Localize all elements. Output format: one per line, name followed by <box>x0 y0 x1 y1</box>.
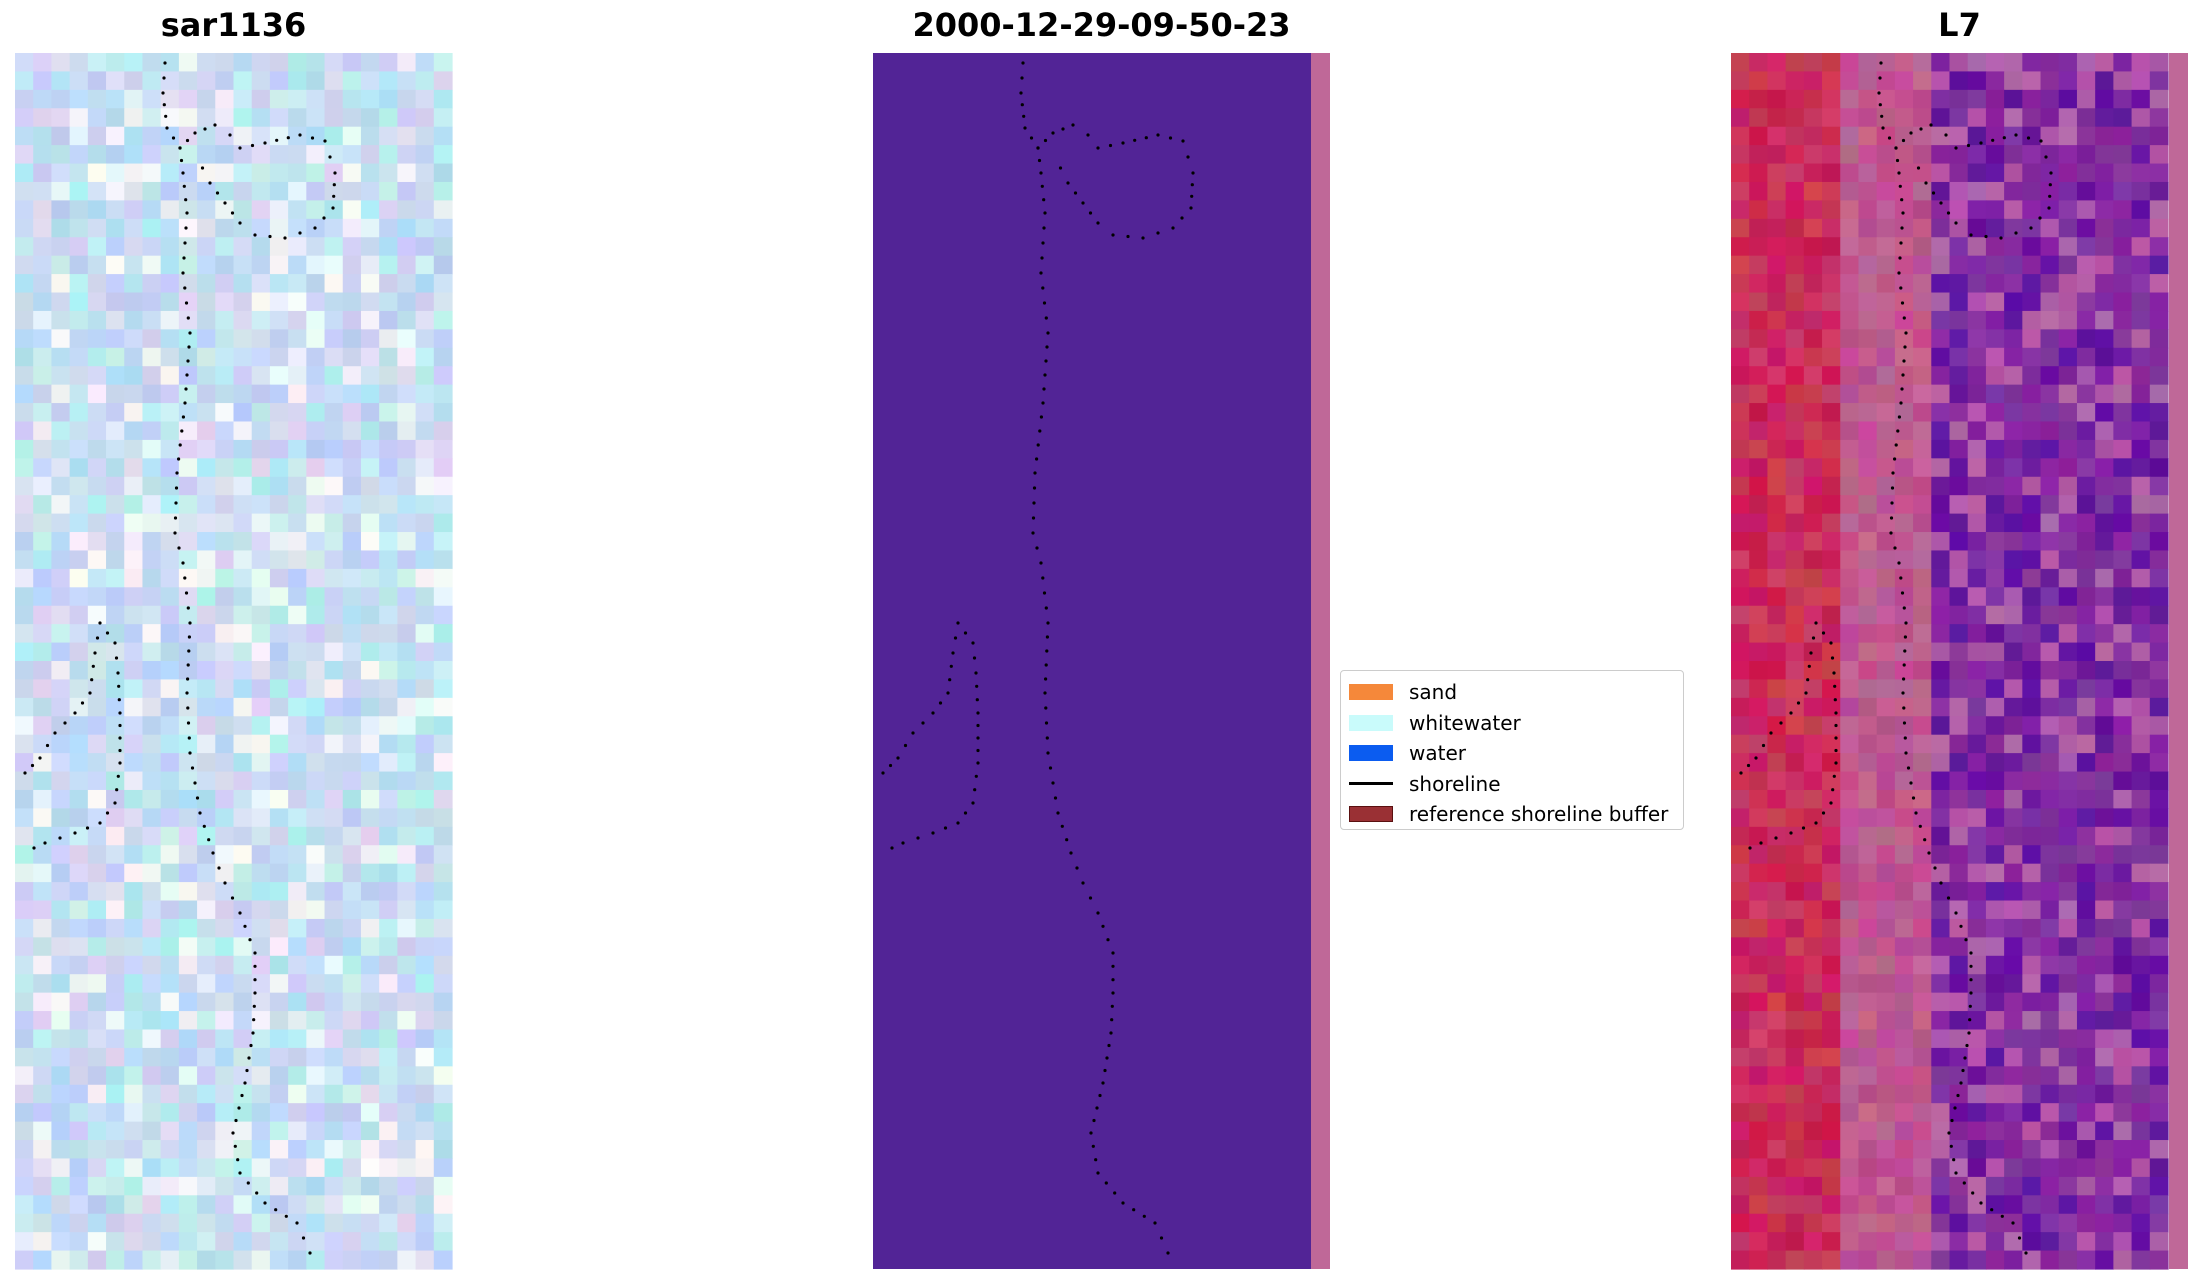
rgb-image-panel <box>15 53 453 1270</box>
l7-edge-strip <box>2169 53 2188 1269</box>
reference-buffer-swatch <box>1349 806 1393 823</box>
l7-image <box>1731 53 2169 1270</box>
classification-image <box>873 53 1311 1269</box>
panel-title-l7: L7 <box>1938 6 1981 44</box>
legend-label: sand <box>1409 680 1458 705</box>
legend-item: water <box>1349 738 1675 769</box>
shoreline-dots <box>881 61 1195 1255</box>
panel-title-classification: 2000-12-29-09-50-23 <box>912 6 1291 44</box>
panel-title-rgb: sar1136 <box>160 6 307 44</box>
legend-label: reference shoreline buffer <box>1409 802 1669 827</box>
legend-item: whitewater <box>1349 708 1675 739</box>
legend: sand whitewater water shoreline referenc… <box>1340 670 1684 830</box>
legend-item: shoreline <box>1349 769 1675 800</box>
whitewater-swatch <box>1349 714 1393 731</box>
classification-edge-strip <box>1311 53 1330 1269</box>
classification-panel <box>873 53 1330 1269</box>
shoreline-dots <box>1739 61 2053 1255</box>
legend-label: water <box>1409 741 1466 766</box>
l7-image-panel <box>1731 53 2188 1270</box>
sand-swatch <box>1349 684 1393 701</box>
water-swatch <box>1349 745 1393 762</box>
legend-label: whitewater <box>1409 710 1521 735</box>
shoreline-line-swatch <box>1349 782 1393 786</box>
legend-label: shoreline <box>1409 771 1501 796</box>
rgb-image <box>15 53 453 1270</box>
legend-item: sand <box>1349 677 1675 708</box>
shoreline-dots <box>23 61 337 1255</box>
legend-item: reference shoreline buffer <box>1349 799 1675 830</box>
